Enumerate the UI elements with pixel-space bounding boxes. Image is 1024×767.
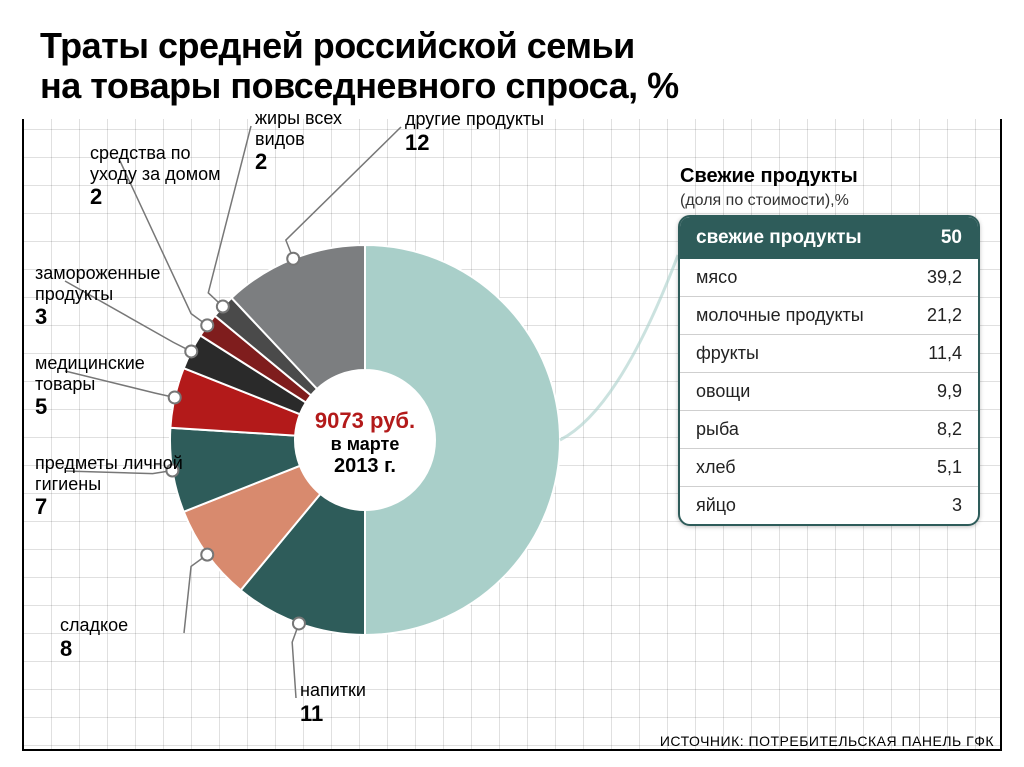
- slice-callout-label: сладкое: [60, 615, 128, 635]
- breakdown-table: свежие продукты 50 мясо 39,2 молочные прод…: [678, 215, 980, 526]
- breakdown-row: мясо 39,2: [680, 259, 978, 296]
- slice-callout: предметы личной гигиены7: [35, 453, 195, 520]
- slice-callout-label: другие продукты: [405, 109, 544, 129]
- slice-callout-value: 3: [35, 304, 215, 329]
- center-line3: 2013 г.: [285, 455, 445, 478]
- slice-callout-label: средства по уходу за домом: [90, 143, 220, 184]
- slice-callout-label: напитки: [300, 680, 366, 700]
- slice-callout-value: 7: [35, 494, 195, 519]
- breakdown-row: яйцо 3: [680, 486, 978, 524]
- breakdown-row: хлеб 5,1: [680, 448, 978, 486]
- breakdown-header-label: свежие продукты: [696, 227, 862, 249]
- breakdown-row-value: 5,1: [937, 457, 962, 478]
- slice-callout: средства по уходу за домом2: [90, 143, 240, 210]
- slice-callout-label: медицинские товары: [35, 353, 145, 394]
- breakdown-row-label: овощи: [696, 381, 750, 402]
- breakdown-row-value: 39,2: [927, 267, 962, 288]
- slice-callout-value: 5: [35, 394, 205, 419]
- breakdown-row: молочные продукты 21,2: [680, 296, 978, 334]
- title-line1: Траты средней российской семьи: [40, 25, 635, 66]
- breakdown-row-label: молочные продукты: [696, 305, 864, 326]
- slice-callout: другие продукты12: [405, 109, 555, 155]
- breakdown-row-value: 8,2: [937, 419, 962, 440]
- slice-callout-value: 2: [90, 184, 240, 209]
- breakdown-row-label: яйцо: [696, 495, 736, 516]
- slice-callout-value: 8: [60, 636, 180, 661]
- source-text: ИСТОЧНИК: ПОТРЕБИТЕЛЬСКАЯ ПАНЕЛЬ ГФК: [660, 733, 994, 749]
- breakdown-row-label: мясо: [696, 267, 737, 288]
- breakdown-row: рыба 8,2: [680, 410, 978, 448]
- breakdown-title: Свежие продукты (доля по стоимости),%: [680, 165, 980, 211]
- slice-callout-value: 12: [405, 130, 555, 155]
- breakdown-row-label: рыба: [696, 419, 739, 440]
- breakdown-title-text: Свежие продукты: [680, 165, 858, 187]
- slice-callout: напитки11: [300, 680, 420, 726]
- center-line2: в марте: [285, 434, 445, 455]
- breakdown-row-label: хлеб: [696, 457, 736, 478]
- slice-callout-label: замороженные продукты: [35, 263, 160, 304]
- slice-callout: замороженные продукты3: [35, 263, 215, 330]
- title-block: Траты средней российской семьи на товары…: [22, 16, 1002, 119]
- title-line2: на товары повседневного спроса, %: [40, 65, 679, 106]
- breakdown-row-value: 3: [952, 495, 962, 516]
- breakdown-header-value: 50: [941, 227, 962, 249]
- slice-callout: жиры всех видов2: [255, 108, 385, 175]
- breakdown-row-value: 11,4: [928, 343, 962, 364]
- breakdown-row-value: 9,9: [937, 381, 962, 402]
- slice-callout-label: жиры всех видов: [255, 108, 342, 149]
- breakdown-subtitle: (доля по стоимости),%: [680, 192, 849, 209]
- breakdown-row: овощи 9,9: [680, 372, 978, 410]
- breakdown-header-row: свежие продукты 50: [680, 217, 978, 259]
- center-amount: 9073 руб.: [285, 408, 445, 434]
- breakdown-row-label: фрукты: [696, 343, 759, 364]
- slice-callout-value: 11: [300, 701, 420, 726]
- breakdown-row: фрукты 11,4: [680, 334, 978, 372]
- breakdown-row-value: 21,2: [927, 305, 962, 326]
- slice-callout: сладкое8: [60, 615, 180, 661]
- donut-center-text: 9073 руб. в марте 2013 г.: [285, 408, 445, 478]
- slice-callout-value: 2: [255, 149, 385, 174]
- slice-callout: медицинские товары5: [35, 353, 205, 420]
- slice-callout-label: предметы личной гигиены: [35, 453, 183, 494]
